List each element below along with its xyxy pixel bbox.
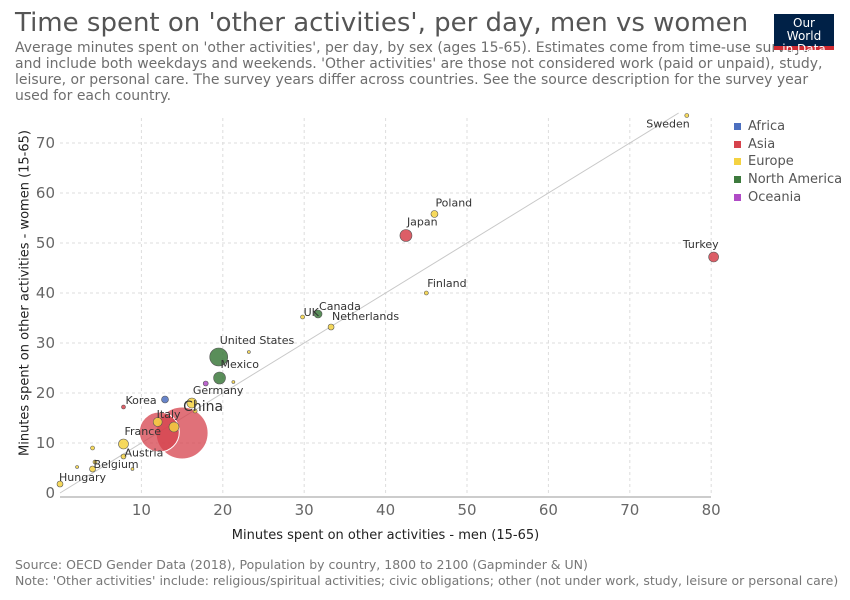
legend-item[interactable]: Africa [734, 118, 842, 136]
point-unlabeled [90, 445, 95, 451]
point-uk [300, 314, 305, 320]
point-france [118, 438, 129, 450]
point-turkey [708, 251, 719, 263]
point-label: Austria [124, 447, 163, 460]
x-axis-label: Minutes spent on other activities - men … [231, 528, 540, 543]
y-tick-label: 0 [45, 484, 55, 502]
point-sweden [684, 113, 690, 118]
legend-swatch [734, 176, 741, 184]
point-finland [423, 290, 429, 296]
axes: 0 10 20 30 40 50 60 70 10 20 30 40 50 60 70 80 [36, 134, 721, 519]
point-italy [152, 417, 163, 427]
legend-swatch [734, 193, 741, 201]
point-label: Japan [406, 216, 438, 229]
point-label: France [124, 425, 161, 438]
x-tick-label: 30 [295, 501, 314, 519]
point-label: China [183, 399, 223, 415]
source-text: Source: OECD Gender Data (2018), Populat… [15, 557, 588, 572]
y-tick-label: 30 [36, 334, 55, 352]
legend-item[interactable]: Oceania [734, 188, 842, 206]
legend-label: Oceania [748, 189, 802, 205]
point-label: Korea [125, 394, 156, 407]
point-label: UK [304, 306, 320, 319]
legend-item[interactable]: Asia [734, 136, 842, 154]
note-text: Note: 'Other activities' include: religi… [15, 573, 839, 588]
point-austria [120, 453, 127, 460]
y-tick-label: 60 [36, 184, 55, 202]
point-label: Canada [319, 300, 361, 313]
point-label: Sweden [646, 118, 689, 131]
point-unlabeled [138, 411, 180, 453]
x-tick-label: 50 [457, 501, 476, 519]
legend-label: North America [748, 172, 843, 188]
point-belgium [89, 465, 96, 473]
data-points [56, 113, 719, 488]
point-unlabeled [161, 395, 169, 404]
point-korea [121, 404, 126, 410]
x-tick-label: 80 [702, 501, 721, 519]
chart-title: Time spent on 'other activities', per da… [15, 8, 749, 38]
point-unlabeled [168, 421, 180, 433]
point-label: Italy [157, 408, 181, 421]
x-tick-label: 10 [132, 501, 151, 519]
legend-swatch [734, 123, 741, 131]
point-poland [430, 210, 439, 218]
point-label: Germany [193, 384, 244, 397]
point-label: Finland [427, 277, 466, 290]
legend-item[interactable]: North America [734, 171, 842, 189]
legend-swatch [734, 158, 741, 166]
our-world-in-data-logo[interactable]: Our World in Data [774, 14, 834, 56]
point-label: Mexico [221, 358, 260, 371]
point-unlabeled [231, 380, 236, 384]
point-label: Hungary [59, 471, 106, 484]
point-united-states [209, 347, 229, 367]
point-japan [399, 229, 413, 242]
logo-line-1: Our World [786, 16, 822, 43]
point-label: Poland [435, 197, 472, 210]
point-germany [186, 397, 198, 409]
point-netherlands [327, 323, 335, 331]
x-tick-label: 70 [620, 501, 639, 519]
legend-label: Europe [748, 154, 794, 170]
point-hungary [56, 480, 64, 488]
y-tick-label: 70 [36, 134, 55, 152]
y-axis-label: Minutes spent on other activities - wome… [17, 130, 33, 456]
point-label: Belgium [94, 458, 139, 471]
point-label: Netherlands [332, 310, 399, 323]
x-tick-label: 20 [213, 501, 232, 519]
legend-label: Asia [748, 136, 776, 152]
point-mexico [213, 371, 226, 385]
x-tick-label: 40 [376, 501, 395, 519]
legend: Africa Asia Europe North America Oceania [734, 118, 842, 206]
y-tick-label: 50 [36, 234, 55, 252]
legend-swatch [734, 140, 741, 148]
point-unlabeled [92, 459, 98, 465]
point-label: United States [220, 334, 295, 347]
point-label: Turkey [682, 238, 719, 251]
point-unlabeled [247, 350, 251, 354]
point-unlabeled [202, 380, 209, 387]
point-unlabeled [130, 467, 135, 471]
point-unlabeled [192, 408, 198, 414]
legend-item[interactable]: Europe [734, 153, 842, 171]
y-tick-label: 40 [36, 284, 55, 302]
point-unlabeled [75, 465, 79, 469]
y-tick-label: 10 [36, 434, 55, 452]
chart-subtitle: Average minutes spent on 'other activiti… [15, 40, 823, 104]
logo-line-2: in Data [782, 42, 826, 56]
point-canada [313, 309, 323, 319]
legend-label: Africa [748, 119, 786, 135]
y-tick-label: 20 [36, 384, 55, 402]
x-tick-label: 60 [539, 501, 558, 519]
